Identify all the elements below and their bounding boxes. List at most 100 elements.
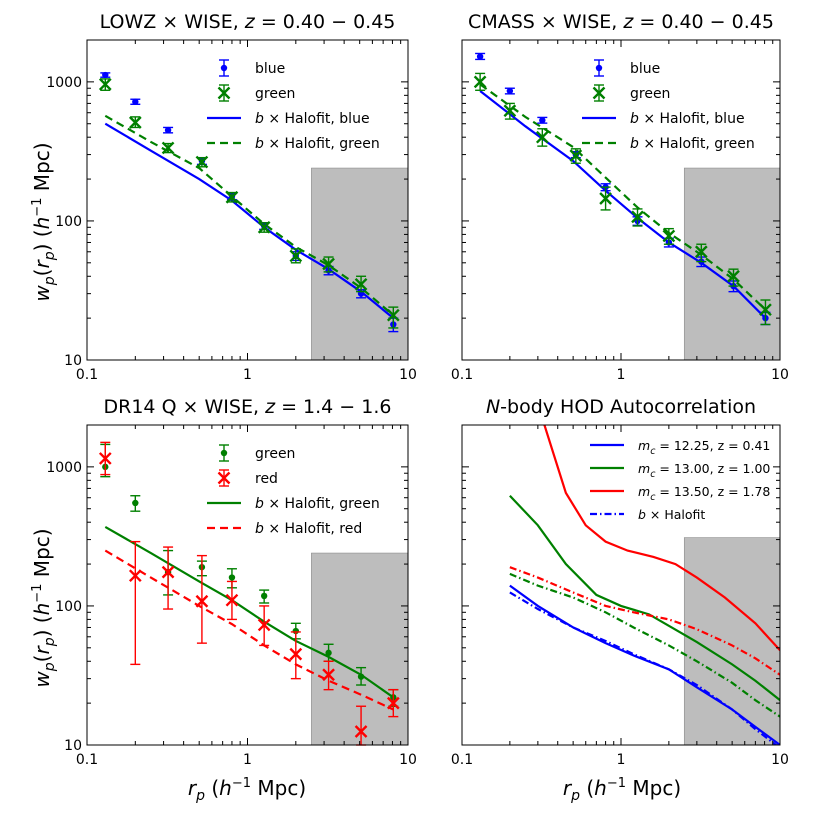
point-blue	[164, 126, 172, 134]
point-green	[473, 75, 487, 89]
legend: mc = 12.25, z = 0.41 mc = 13.00, z = 1.00…	[590, 438, 770, 522]
legend: blue green b × Halofit, blue b × Halofit, g…	[582, 59, 755, 152]
point-red	[289, 647, 303, 661]
shaded-region	[683, 537, 781, 746]
point-green	[132, 499, 139, 507]
legend-label: b × Halofit, blue	[255, 111, 370, 127]
point-red	[98, 452, 112, 465]
y-tick-label: 10	[64, 738, 82, 754]
point-green	[325, 649, 332, 657]
point-red	[386, 696, 400, 710]
point-green	[195, 155, 209, 169]
point-red	[225, 593, 239, 607]
panel-title: CMASS × WISE, z = 0.40 − 0.45	[468, 11, 774, 33]
x-tick-label: 1	[243, 752, 252, 768]
point-red	[195, 594, 209, 608]
panel-title: LOWZ × WISE, z = 0.40 − 0.45	[100, 11, 396, 33]
point-green	[694, 245, 708, 259]
point-blue	[102, 71, 109, 79]
legend-label: red	[255, 471, 278, 487]
legend-label: mc = 12.25, z = 0.41	[638, 438, 770, 457]
xlabel-left: rp (h−1 Mpc)	[188, 776, 306, 804]
data-points	[98, 441, 400, 746]
point-red	[322, 668, 335, 682]
point-green	[322, 257, 335, 271]
data-points	[473, 52, 772, 326]
legend-label: b × Halofit, green	[255, 136, 380, 152]
panel-title: N-body HOD Autocorrelation	[486, 396, 756, 418]
ticks	[86, 424, 409, 746]
xlabel-right: rp (h−1 Mpc)	[563, 776, 681, 804]
y-tick-label: 1000	[46, 460, 82, 476]
point-blue	[132, 98, 139, 105]
point-green	[128, 116, 142, 129]
legend-label: b × Halofit	[638, 507, 705, 522]
point-red	[257, 618, 271, 632]
y-tick-label: 1000	[46, 75, 82, 91]
point-green	[386, 308, 400, 322]
point-blue	[506, 87, 514, 95]
x-tick-label: 1	[617, 367, 626, 383]
x-tick-label: 1	[243, 367, 252, 383]
point-green	[257, 220, 271, 234]
y-tick-label: 100	[55, 599, 82, 615]
legend-marker	[220, 64, 228, 72]
legend-label: b × Halofit, blue	[630, 111, 745, 127]
legend-marker	[217, 471, 231, 485]
ylabel-bottom: wp(rp) (h−1 Mpc)	[30, 528, 58, 687]
ticks	[461, 39, 781, 361]
point-green	[662, 229, 676, 243]
line-3	[543, 425, 780, 652]
x-tick-label: 0.1	[451, 752, 473, 768]
shaded-region	[683, 167, 781, 361]
ticks	[461, 424, 781, 746]
line-5	[509, 572, 780, 718]
legend-label: blue	[630, 61, 660, 77]
panel-3: 0.1 1 10 10 100 1000 DR14 Q × WISE, z = 1.4 − …	[46, 396, 417, 768]
legend-label: mc = 13.00, z = 1.00	[638, 461, 770, 480]
point-green	[289, 249, 303, 263]
panel-title: DR14 Q × WISE, z = 1.4 − 1.6	[104, 396, 392, 418]
x-tick-label: 10	[399, 367, 417, 383]
x-tick-label: 10	[771, 367, 789, 383]
point-blue	[539, 117, 546, 124]
point-green	[225, 190, 239, 204]
point-green	[631, 210, 644, 224]
y-tick-label: 100	[55, 214, 82, 230]
legend-label: green	[255, 86, 295, 102]
legend-label: b × Halofit, green	[255, 496, 380, 512]
panel-2: 0.1 1 10 CMASS × WISE, z = 0.40 − 0.45 blue g…	[451, 11, 789, 383]
point-green	[599, 192, 612, 205]
point-green	[357, 673, 365, 680]
x-tick-label: 0.1	[451, 367, 473, 383]
point-green	[727, 269, 740, 283]
y-tick-label: 10	[64, 353, 82, 369]
line-2	[479, 83, 767, 311]
panel-4: 0.1 1 10 N-body HOD Autocorrelation mc = 12.…	[451, 396, 789, 768]
point-red	[128, 569, 142, 583]
point-green	[759, 303, 772, 317]
legend-label: green	[630, 86, 670, 102]
legend-label: blue	[255, 61, 285, 77]
legend-marker	[217, 86, 231, 100]
ticks	[86, 39, 409, 361]
point-green	[228, 574, 236, 581]
legend: blue green b × Halofit, blue b × Halofit, g…	[207, 59, 380, 152]
data-points	[98, 71, 400, 333]
point-red	[354, 725, 368, 738]
x-tick-label: 10	[399, 752, 417, 768]
point-green	[260, 592, 268, 600]
point-green	[535, 130, 549, 144]
shaded-region	[311, 552, 409, 746]
point-green	[98, 77, 112, 91]
legend: green red b × Halofit, green b × Halofit, r…	[207, 444, 380, 537]
legend-marker	[595, 64, 603, 72]
ylabel-top: wp(rp) (h−1 Mpc)	[30, 142, 58, 301]
point-green	[161, 141, 175, 155]
legend-label: green	[255, 446, 295, 462]
x-tick-label: 0.1	[76, 367, 98, 383]
line-6	[509, 566, 780, 676]
point-green	[503, 104, 517, 118]
panel-1: 0.1 1 10 10 100 1000 LOWZ × WISE, z = 0.40 − 0…	[46, 11, 417, 383]
